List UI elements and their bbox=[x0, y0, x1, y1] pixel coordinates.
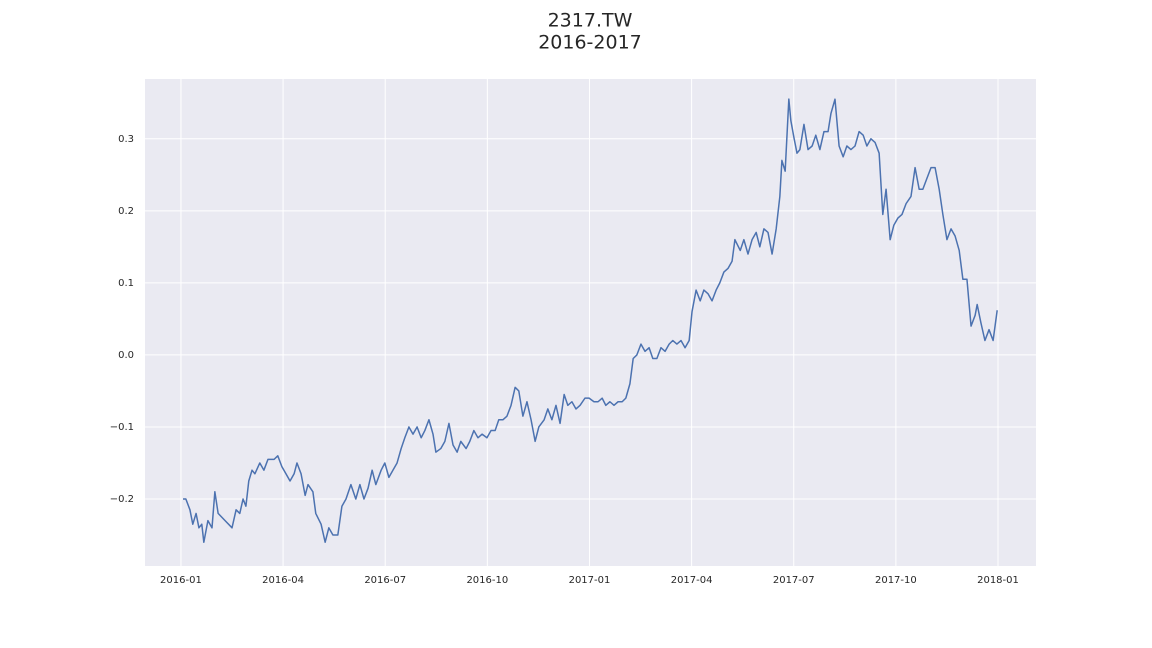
y-tick-label: −0.2 bbox=[110, 494, 134, 505]
x-tick-label: 2018-01 bbox=[977, 575, 1019, 586]
y-tick-label: 0.1 bbox=[118, 278, 134, 289]
x-tick-label: 2016-10 bbox=[466, 575, 508, 586]
chart-subtitle: 2016-2017 bbox=[538, 32, 642, 54]
y-tick-label: 0.0 bbox=[118, 350, 134, 361]
x-tick-label: 2016-01 bbox=[160, 575, 202, 586]
x-tick-label: 2017-10 bbox=[875, 575, 917, 586]
data-line bbox=[182, 98, 998, 543]
x-tick-label: 2017-07 bbox=[773, 575, 815, 586]
plot-area bbox=[145, 79, 1036, 566]
y-tick-label: −0.1 bbox=[110, 422, 134, 433]
chart-title: 2317.TW bbox=[548, 10, 633, 32]
x-tick-label: 2016-04 bbox=[262, 575, 304, 586]
y-tick-label: 0.3 bbox=[118, 134, 134, 145]
x-tick-label: 2017-01 bbox=[569, 575, 611, 586]
y-tick-label: 0.2 bbox=[118, 206, 134, 217]
x-tick-label: 2017-04 bbox=[671, 575, 713, 586]
x-tick-label: 2016-07 bbox=[364, 575, 406, 586]
